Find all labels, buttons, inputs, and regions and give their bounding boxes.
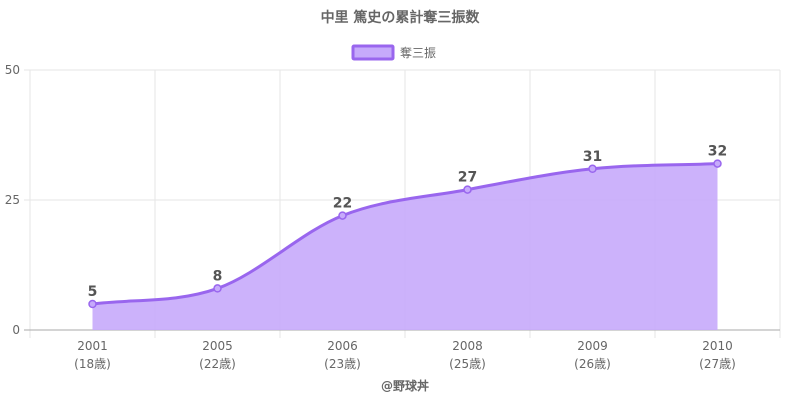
x-tick-sublabel: (27歳)	[699, 357, 736, 371]
axes: 0 25 50 2001 (18歳) 2005 (22歳) 2006 (23歳) 2008 (25歳…	[5, 63, 736, 371]
data-point[interactable]	[338, 211, 347, 220]
data-label: 32	[708, 144, 727, 160]
x-tick-label: 2010	[702, 339, 733, 353]
data-point[interactable]	[463, 185, 472, 194]
data-label: 22	[333, 196, 352, 212]
x-tick-label: 2009	[577, 339, 608, 353]
data-label: 31	[583, 149, 602, 165]
data-point[interactable]	[713, 159, 722, 168]
chart-title: 中里 篤史の累計奪三振数	[321, 9, 481, 26]
data-point[interactable]	[213, 284, 222, 293]
data-points	[88, 159, 722, 309]
y-tick-label: 50	[5, 63, 20, 77]
legend-label: 奪三振	[400, 45, 436, 60]
series-area	[92, 163, 718, 330]
legend-swatch	[351, 44, 395, 61]
x-tick-label: 2006	[327, 339, 358, 353]
data-labels: 5 8 22 27 31 32	[88, 144, 728, 300]
data-label: 5	[88, 284, 98, 300]
x-tick-label: 2005	[202, 339, 233, 353]
x-tick-sublabel: (23歳)	[324, 357, 361, 371]
x-tick-sublabel: (18歳)	[74, 357, 111, 371]
data-point[interactable]	[88, 299, 97, 309]
data-point[interactable]	[588, 164, 597, 174]
y-tick-label: 0	[12, 323, 20, 337]
legend[interactable]: 奪三振	[351, 44, 436, 61]
y-tick-label: 25	[5, 193, 20, 207]
x-tick-sublabel: (25歳)	[449, 357, 486, 371]
x-tick-sublabel: (22歳)	[199, 357, 236, 371]
data-label: 27	[458, 170, 477, 186]
credit-text: @野球丼	[381, 378, 429, 393]
x-tick-label: 2001	[77, 339, 108, 353]
data-label: 8	[213, 268, 223, 284]
x-tick-sublabel: (26歳)	[574, 357, 611, 371]
series-line	[92, 162, 718, 306]
x-tick-label: 2008	[452, 339, 483, 353]
